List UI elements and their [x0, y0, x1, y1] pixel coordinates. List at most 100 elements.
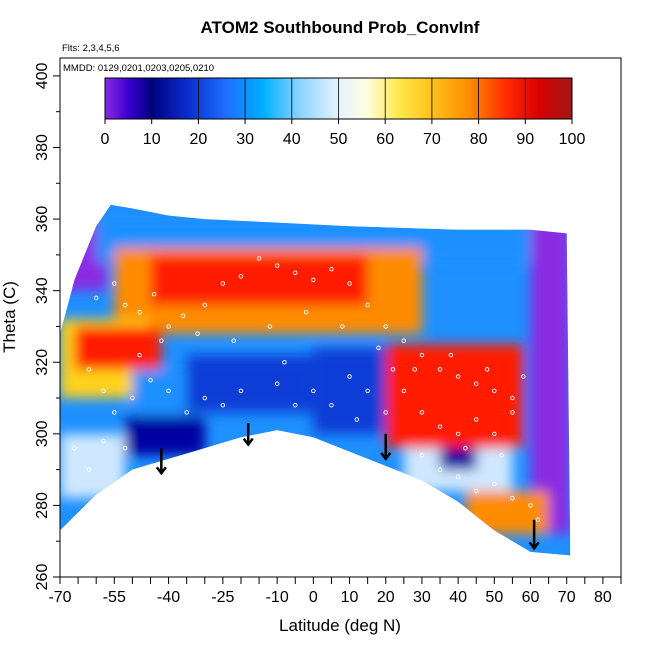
heatmap-envelope: [60, 204, 571, 556]
observation-point: [159, 338, 164, 344]
observation-point: [202, 302, 208, 308]
observation-point: [437, 424, 443, 429]
x-tick-label: 30: [413, 589, 431, 606]
arrow-head: [528, 541, 540, 551]
observation-point: [473, 381, 479, 386]
x-axis: -70 -55 -40 -25 -10 0 10 20 30 40 50 60 70 80: [48, 577, 622, 606]
observation-point: [499, 453, 504, 458]
observation-point: [365, 388, 370, 394]
colorbar-tick-label: 80: [470, 131, 488, 148]
y-tick-label: 380: [34, 134, 51, 161]
observation-point: [437, 367, 443, 372]
observation-point: [151, 291, 157, 297]
observation-point: [484, 367, 490, 372]
observation-point: [166, 388, 171, 394]
observation-point: [112, 410, 117, 415]
observation-point: [184, 410, 189, 415]
observation-point: [274, 381, 280, 386]
observation-point: [220, 402, 226, 408]
observation-point: [86, 367, 92, 372]
observation-point: [72, 445, 77, 451]
observation-point: [419, 453, 425, 458]
flight-arrow: [155, 448, 167, 476]
observation-point: [419, 352, 425, 358]
colorbar-tick-label: 50: [330, 131, 348, 148]
observation-point: [101, 388, 106, 394]
observation-point: [535, 517, 541, 522]
colorbar-tick-label: 30: [236, 131, 254, 148]
colorbar-tick-label: 10: [143, 131, 161, 148]
observation-point: [311, 277, 316, 283]
arrow-head: [380, 452, 392, 461]
observation-point: [473, 417, 479, 422]
y-tick-label: 340: [34, 277, 51, 304]
x-tick-label: 50: [485, 589, 503, 606]
heatmap-region-15: [74, 326, 162, 370]
y-tick-label: 320: [34, 349, 51, 376]
arrow-head: [242, 437, 254, 447]
flights-annotation: Flts: 2,3,4,5,6: [62, 43, 120, 54]
observation-point: [383, 324, 388, 329]
plot-frame: [59, 57, 622, 578]
y-tick-label: 300: [34, 420, 51, 447]
heatmap-region-13: [440, 448, 477, 470]
observation-point: [238, 274, 244, 279]
observation-point: [86, 467, 92, 472]
observation-point: [347, 374, 352, 379]
observation-point: [448, 352, 454, 358]
observation-point: [231, 338, 236, 344]
y-axis: 260 280 300 320 340 360 380 400: [34, 62, 60, 590]
observation-point: [365, 302, 370, 308]
colorbar-tick-label: 90: [516, 131, 534, 148]
arrow-head: [155, 466, 167, 476]
x-tick-label: -40: [157, 589, 180, 606]
colorbar-tick-label: 70: [423, 131, 441, 148]
observation-point: [195, 331, 200, 336]
observation-point: [329, 266, 334, 272]
observation-point: [463, 445, 468, 451]
observation-point: [528, 503, 533, 508]
observation-point: [137, 352, 142, 358]
flight-arrows: [155, 423, 540, 551]
observation-point: [510, 410, 515, 415]
x-tick-label: 0: [309, 589, 318, 606]
x-tick-label: -25: [211, 589, 234, 606]
observation-point: [521, 374, 526, 379]
colorbar-tick-label: 60: [376, 131, 394, 148]
observation-point: [412, 367, 417, 372]
heatmap-region-14: [465, 491, 549, 535]
x-tick-label: 70: [558, 589, 576, 606]
x-tick-label: -10: [266, 589, 289, 606]
y-tick-label: 360: [34, 206, 51, 233]
observation-point: [347, 281, 352, 286]
observation-point: [180, 313, 186, 318]
y-axis-label: Theta (C): [0, 281, 19, 353]
observation-point: [455, 474, 461, 480]
observation-point: [148, 377, 153, 383]
observation-point: [202, 395, 208, 401]
x-tick-label: 80: [594, 589, 612, 606]
observation-point: [437, 467, 443, 472]
observation-point: [401, 388, 407, 394]
heatmap-region-2: [530, 219, 571, 535]
observation-point: [340, 324, 345, 329]
observation-point: [274, 263, 280, 268]
colorbar-tick-label: 40: [283, 131, 301, 148]
heatmap-layer: [60, 204, 571, 556]
observation-point: [492, 388, 497, 394]
flight-arrow: [242, 423, 254, 447]
heatmap-regions: [60, 219, 571, 535]
observation-point: [293, 270, 298, 276]
observation-point: [510, 395, 515, 401]
observation-point: [267, 324, 273, 329]
x-tick-label: -55: [103, 589, 126, 606]
chart-title: ATOM2 Southbound Prob_ConvInf: [201, 18, 480, 37]
observation-point: [122, 445, 128, 451]
observation-point: [93, 295, 99, 301]
observation-point: [329, 402, 334, 408]
observation-point: [130, 395, 135, 401]
observation-point: [282, 359, 287, 365]
observation-point: [166, 324, 171, 329]
observation-point: [311, 388, 316, 394]
